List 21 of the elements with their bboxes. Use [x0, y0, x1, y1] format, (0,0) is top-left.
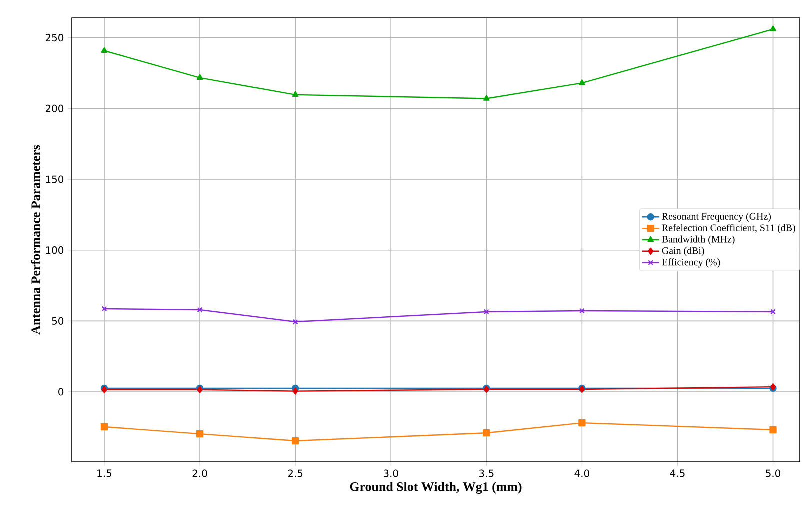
legend-label: Bandwidth (MHz) — [662, 236, 735, 245]
legend-label: Refelection Coefficient, S11 (dB) — [662, 224, 796, 234]
legend-label: Efficiency (%) — [662, 258, 720, 268]
x-tick-label: 3.5 — [479, 470, 494, 478]
x-tick-label: 3.0 — [384, 470, 398, 478]
y-axis-title: Antenna Performance Parameters — [31, 145, 40, 335]
y-tick-label: 0 — [58, 388, 64, 396]
y-tick-label: 150 — [46, 176, 64, 184]
legend-label: Resonant Frequency (GHz) — [662, 212, 772, 222]
x-tick-label: 4.5 — [670, 470, 685, 478]
x-tick-label: 1.5 — [98, 470, 112, 478]
x-tick-label: 5.0 — [766, 470, 781, 478]
x-tick-label: 4.0 — [574, 470, 590, 478]
legend-label: Gain (dBi) — [662, 247, 704, 256]
x-axis-title: Ground Slot Width, Wg1 (mm) — [350, 482, 522, 494]
y-tick-label: 100 — [46, 246, 64, 254]
y-tick-label: 250 — [46, 34, 64, 42]
y-tick-label: 50 — [52, 317, 64, 325]
x-tick-label: 2.5 — [288, 470, 303, 478]
y-tick-label: 200 — [46, 104, 64, 112]
x-tick-label: 2.0 — [192, 470, 208, 478]
